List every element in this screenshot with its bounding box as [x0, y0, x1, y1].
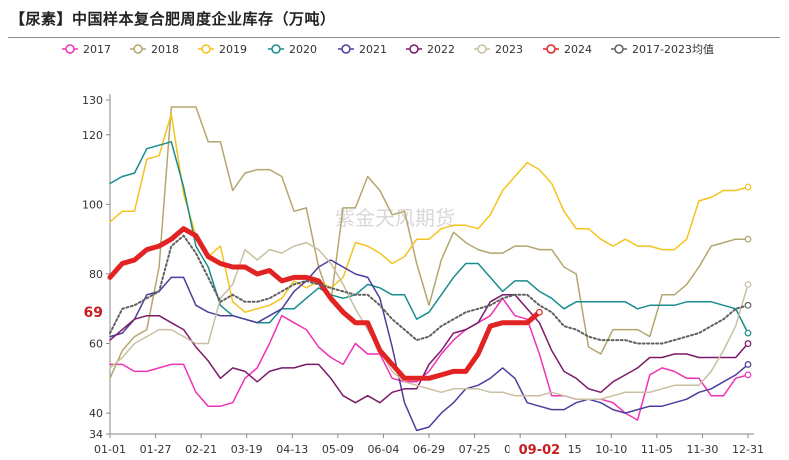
x-tick-label-02-21: 02-21: [185, 443, 217, 456]
legend-swatch-marker: [201, 44, 211, 54]
legend-label: 2017-2023均值: [632, 43, 714, 56]
legend-swatch-marker: [341, 44, 351, 54]
series-end-marker-2024: [536, 308, 543, 316]
y-tick-label-120: 120: [82, 129, 103, 142]
legend-item-2022: 2022: [406, 43, 455, 56]
x-tick-label-03-19: 03-19: [231, 443, 263, 456]
x-tick-label-11-30: 11-30: [686, 443, 718, 456]
chart-title: 【尿素】中国样本复合肥周度企业库存（万吨）: [10, 10, 336, 28]
plot-area: 34 40 60 80 100 120 130 01-01 01-27 02-21 03-19 04-…: [82, 94, 764, 458]
x-tick-label-05-09: 05-09: [322, 443, 354, 456]
legend-item-2018: 2018: [130, 43, 179, 56]
legend-item-2019: 2019: [198, 43, 247, 56]
legend-item-2024: 2024: [543, 43, 592, 56]
series-line-2017-2023均值: [109, 234, 749, 345]
legend-label: 2017: [83, 43, 111, 56]
legend-label: 2018: [151, 43, 179, 56]
x-tick-label-07-25: 07-25: [459, 443, 491, 456]
x-tick-label-01-27: 01-27: [140, 443, 172, 456]
x-tick-label-04-13: 04-13: [276, 443, 308, 456]
legend-swatch-marker: [409, 44, 419, 54]
y-tick-label-80: 80: [89, 268, 103, 281]
y-tick-label-60: 60: [89, 338, 103, 351]
series-line-2018: [109, 106, 749, 380]
legend-swatch-marker: [133, 44, 143, 54]
legend-swatch-marker: [271, 44, 281, 54]
series-line-2017: [109, 297, 749, 421]
legend-item-2017: 2017: [62, 43, 111, 56]
legend-swatch-marker: [546, 44, 556, 54]
legend-swatch-marker: [614, 44, 624, 54]
legend-item-2020: 2020: [268, 43, 317, 56]
y-tick-label-130: 130: [82, 94, 103, 107]
latest-value-label: 69: [84, 305, 103, 321]
series-line-2022: [109, 294, 749, 404]
series-end-marker-2017: [744, 371, 752, 379]
legend-item-2023: 2023: [474, 43, 523, 56]
x-tick-label-11-05: 11-05: [641, 443, 673, 456]
series-end-marker-2023: [744, 280, 752, 288]
watermark: 紫金天风期货: [335, 206, 455, 230]
x-tick-label-01-01: 01-01: [94, 443, 126, 456]
series-end-marker-2017-2023均值: [744, 301, 752, 309]
y-tick-label-100: 100: [82, 198, 103, 211]
y-tick-label-40: 40: [89, 407, 103, 420]
legend: 2017 2018 2019 2020 2021 2022 2023 2024 2017-202…: [62, 43, 714, 56]
series-end-marker-2019: [744, 183, 752, 191]
series-line-2021: [109, 259, 749, 432]
latest-date-mask: [509, 440, 568, 458]
legend-label: 2020: [289, 43, 317, 56]
x-tick-label-06-04: 06-04: [367, 443, 399, 456]
legend-label: 2022: [427, 43, 455, 56]
series-end-marker-2022: [744, 340, 752, 347]
latest-date-label: 09-02: [519, 443, 561, 458]
series-end-marker-2020: [744, 329, 752, 337]
legend-item-2021: 2021: [338, 43, 387, 56]
series-line-2020: [109, 141, 749, 334]
legend-swatch-marker: [477, 44, 487, 54]
title-divider: [8, 37, 780, 38]
legend-label: 2019: [219, 43, 247, 56]
legend-label: 2021: [359, 43, 387, 56]
x-tick-label-06-29: 06-29: [413, 443, 445, 456]
legend-label: 2024: [564, 43, 592, 56]
legend-label: 2023: [495, 43, 523, 56]
legend-swatch-marker: [65, 44, 75, 54]
series-end-marker-2021: [744, 361, 752, 368]
series-line-2019: [109, 113, 749, 313]
series-line-2023: [109, 241, 749, 400]
series-line-2024: [107, 226, 542, 381]
x-tick-label-12-31: 12-31: [732, 443, 764, 456]
series-end-marker-2018: [744, 235, 752, 243]
y-tick-label-34: 34: [89, 428, 103, 441]
x-tick-label-10-10: 10-10: [595, 443, 627, 456]
legend-item-2017-2023均值: 2017-2023均值: [611, 43, 714, 56]
